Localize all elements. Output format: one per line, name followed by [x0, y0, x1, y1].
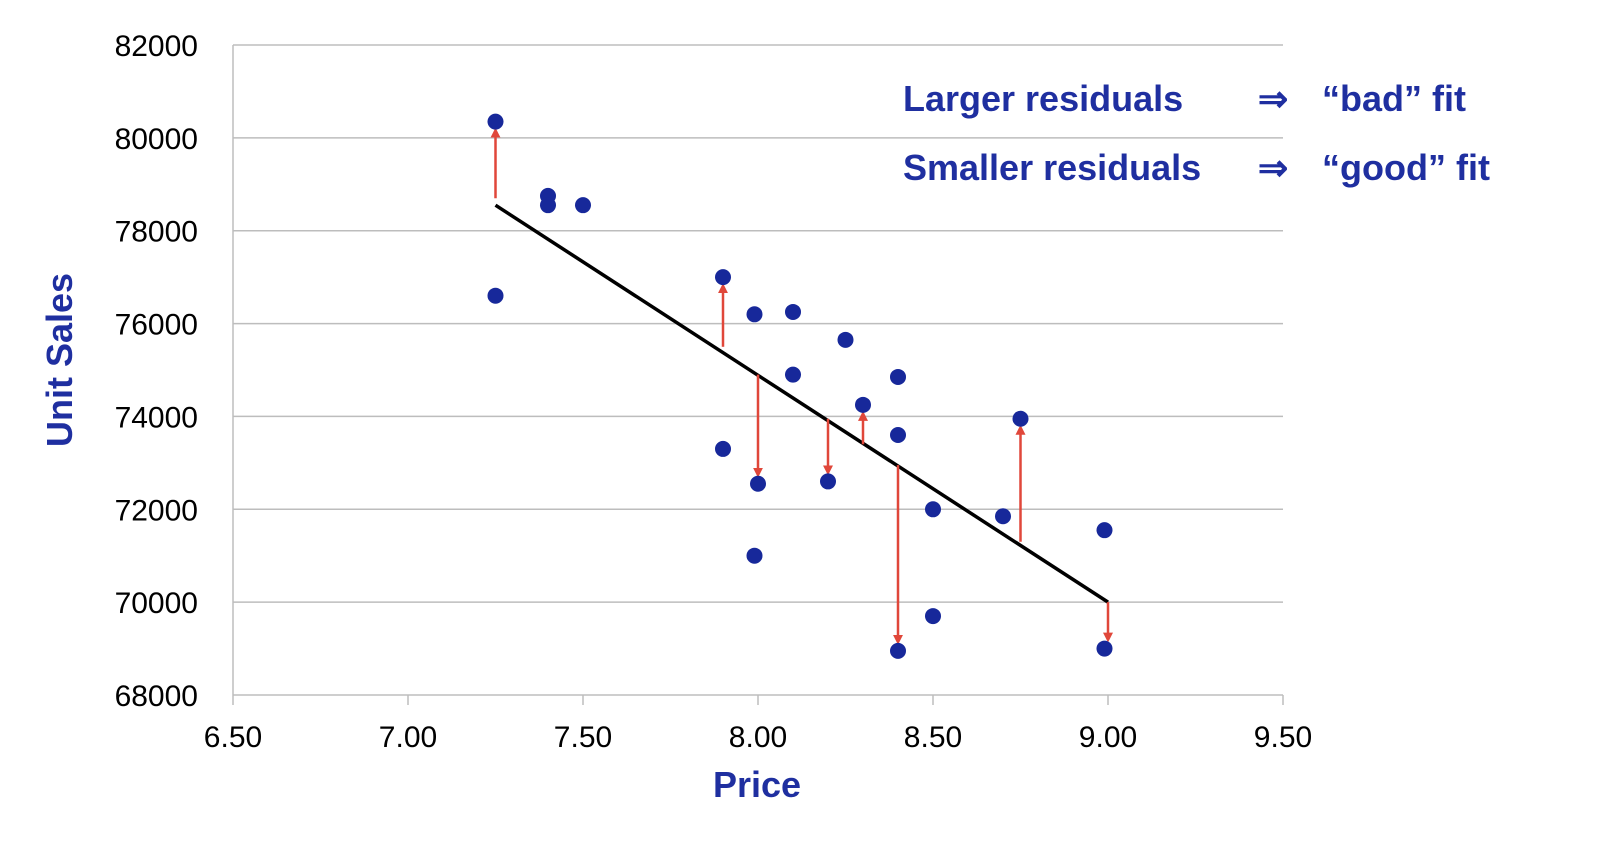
x-tick-label: 8.00 — [729, 721, 787, 754]
y-tick-label: 72000 — [115, 494, 198, 527]
tick-labels: 68000 70000 72000 74000 76000 78000 80000 82000… — [115, 30, 1313, 754]
data-point — [820, 473, 836, 490]
x-tick-label: 7.00 — [379, 721, 437, 754]
y-tick-label: 82000 — [115, 30, 198, 63]
annotation-label: Larger residuals — [903, 78, 1183, 119]
data-point — [995, 508, 1011, 525]
data-points — [487, 113, 1113, 659]
data-point — [785, 366, 801, 383]
data-point — [1096, 522, 1113, 539]
data-point — [890, 427, 906, 443]
data-point — [746, 306, 763, 323]
implies-arrow-icon: ⇒ — [1258, 78, 1288, 119]
data-point — [575, 197, 591, 214]
x-tick-label: 8.50 — [904, 721, 962, 754]
data-point — [715, 269, 731, 286]
x-tick-label: 7.50 — [554, 721, 612, 754]
data-point — [837, 331, 854, 348]
regression-line — [494, 203, 1109, 604]
data-point — [1012, 410, 1029, 427]
data-point — [1096, 640, 1113, 657]
y-tick-label: 68000 — [115, 680, 198, 713]
grid-lines — [233, 44, 1283, 603]
annotation-label: Smaller residuals — [903, 147, 1201, 188]
data-point — [855, 396, 871, 413]
annotation-smaller-residuals: Smaller residuals ⇒ “good” fit — [903, 147, 1490, 188]
annotation-result: “bad” fit — [1322, 78, 1466, 119]
x-tick-label: 9.50 — [1254, 721, 1312, 754]
y-tick-label: 80000 — [115, 123, 198, 156]
regression-line-group — [494, 203, 1109, 604]
y-tick-label: 76000 — [115, 309, 198, 342]
data-point — [925, 608, 941, 625]
x-tick-label: 9.00 — [1079, 721, 1137, 754]
implies-arrow-icon: ⇒ — [1258, 147, 1288, 188]
data-point — [890, 368, 906, 385]
annotation-result: “good” fit — [1322, 147, 1490, 188]
data-point — [785, 303, 801, 320]
data-point — [890, 642, 906, 659]
data-point — [750, 475, 766, 492]
data-point — [487, 287, 504, 304]
data-point — [746, 547, 763, 564]
y-tick-label: 70000 — [115, 587, 198, 620]
data-point — [715, 440, 731, 457]
residual-arrows — [490, 127, 1113, 645]
y-tick-label: 78000 — [115, 216, 198, 249]
annotation-larger-residuals: Larger residuals ⇒ “bad” fit — [903, 78, 1466, 119]
x-axis-title: Price — [713, 764, 801, 805]
data-point — [540, 197, 556, 214]
y-tick-label: 74000 — [115, 401, 198, 434]
x-tick-label: 6.50 — [204, 721, 262, 754]
data-point — [487, 113, 504, 130]
y-axis-title: Unit Sales — [39, 273, 80, 447]
data-point — [925, 501, 941, 518]
axes — [232, 45, 1284, 705]
